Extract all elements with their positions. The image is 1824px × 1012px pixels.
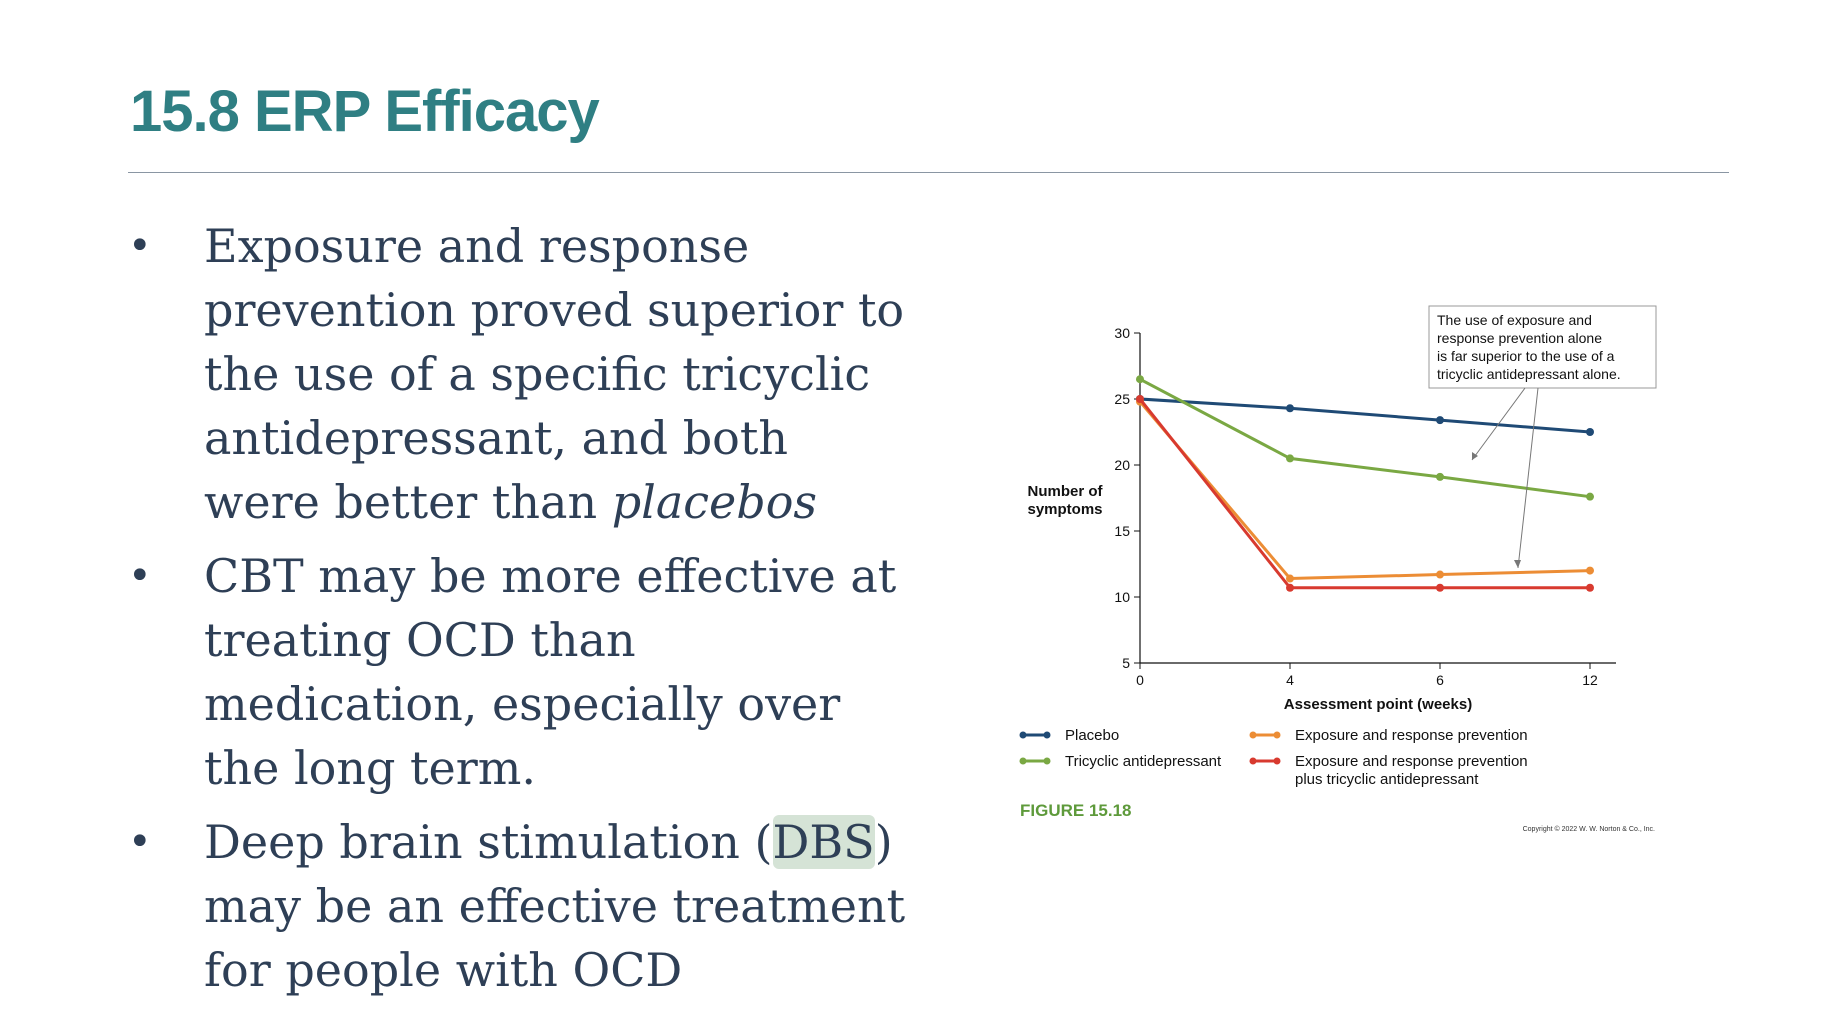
bullet-text: CBT may be more effective at treating OC…	[204, 549, 897, 795]
bullet-text: Exposure and response prevention proved …	[204, 219, 905, 529]
bullet-list: • Exposure and response prevention prove…	[128, 214, 908, 1012]
legend-label: plus tricyclic antidepressant	[1295, 771, 1479, 788]
data-point	[1436, 472, 1444, 481]
y-axis-label: symptoms	[1027, 501, 1102, 518]
legend-marker	[1249, 731, 1257, 739]
x-tick-label: 4	[1286, 672, 1294, 688]
series-line	[1139, 397, 1591, 434]
data-point	[1586, 428, 1594, 436]
y-tick-label: 5	[1122, 655, 1130, 671]
annotation-arrow	[1471, 387, 1526, 461]
arrowhead-icon	[1514, 560, 1521, 568]
legend-marker	[1019, 757, 1027, 765]
data-point	[1286, 574, 1294, 583]
data-point	[1586, 583, 1594, 592]
x-tick-label: 6	[1436, 672, 1444, 688]
annotation-text: response prevention alone	[1437, 330, 1602, 346]
bullet-item: • Deep brain stimulation (DBS) may be an…	[128, 810, 908, 1002]
y-axis-label: Number of	[1028, 483, 1104, 500]
annotation-text: tricyclic antidepressant alone.	[1437, 366, 1621, 382]
data-point	[1436, 570, 1444, 579]
slide-title: 15.8 ERP Efficacy	[130, 79, 600, 144]
y-tick-label: 20	[1114, 457, 1130, 473]
data-point	[1286, 583, 1294, 592]
data-point	[1136, 375, 1144, 384]
y-tick-label: 15	[1114, 523, 1130, 539]
data-point	[1586, 566, 1594, 575]
y-tick-label: 30	[1114, 325, 1130, 341]
copyright-text: Copyright © 2022 W. W. Norton & Co., Inc…	[1523, 825, 1655, 833]
highlighted-term: DBS	[772, 815, 875, 869]
data-point	[1136, 395, 1144, 403]
legend-marker	[1273, 731, 1281, 739]
legend-label: Placebo	[1065, 727, 1119, 744]
legend-label: Exposure and response prevention	[1295, 753, 1528, 770]
legend-label: Exposure and response prevention	[1295, 727, 1528, 744]
x-tick-label: 12	[1582, 672, 1598, 688]
legend-marker	[1019, 731, 1027, 739]
legend-marker	[1249, 757, 1257, 765]
x-tick-label: 0	[1136, 672, 1144, 688]
bullet-text: Deep brain stimulation (	[204, 815, 773, 869]
data-point	[1286, 404, 1294, 413]
bullet-icon: •	[128, 223, 152, 269]
bullet-text-end: ) may be an effective treatment for peop…	[204, 815, 906, 997]
bullet-icon: •	[128, 819, 152, 865]
data-point	[1436, 416, 1444, 425]
series-line	[1138, 398, 1590, 590]
annotation-arrow	[1517, 387, 1539, 569]
data-point	[1286, 454, 1294, 463]
line-chart: 5 10 15 20 25 30 0 4 6 12 The use of exposure and…	[1019, 305, 1657, 833]
legend-marker	[1043, 757, 1051, 765]
bullet-item: • Exposure and response prevention prove…	[128, 214, 908, 534]
data-point	[1436, 583, 1444, 592]
x-axis-label: Assessment point (weeks)	[1284, 696, 1472, 713]
series-line	[1138, 400, 1591, 581]
legend-marker	[1273, 757, 1281, 765]
annotation-text: is far superior to the use of a	[1437, 348, 1615, 364]
figure-label: FIGURE 15.18	[1020, 801, 1132, 820]
legend-label: Tricyclic antidepressant	[1065, 753, 1222, 770]
title-divider	[128, 172, 1729, 173]
annotation-box	[1428, 305, 1657, 389]
y-tick-label: 10	[1114, 589, 1130, 605]
y-tick-label: 25	[1114, 391, 1130, 407]
data-point	[1586, 492, 1594, 501]
series-line	[1139, 377, 1591, 499]
figure: 5 10 15 20 25 30 0 4 6 12 The use of exposure and…	[1010, 300, 1710, 850]
bullet-emphasis: placebos	[611, 475, 818, 529]
bullet-item: • CBT may be more effective at treating …	[128, 544, 908, 800]
bullet-icon: •	[128, 553, 152, 599]
annotation-text: The use of exposure and	[1437, 312, 1592, 328]
arrowhead-icon	[1472, 452, 1478, 460]
legend-marker	[1043, 731, 1051, 739]
